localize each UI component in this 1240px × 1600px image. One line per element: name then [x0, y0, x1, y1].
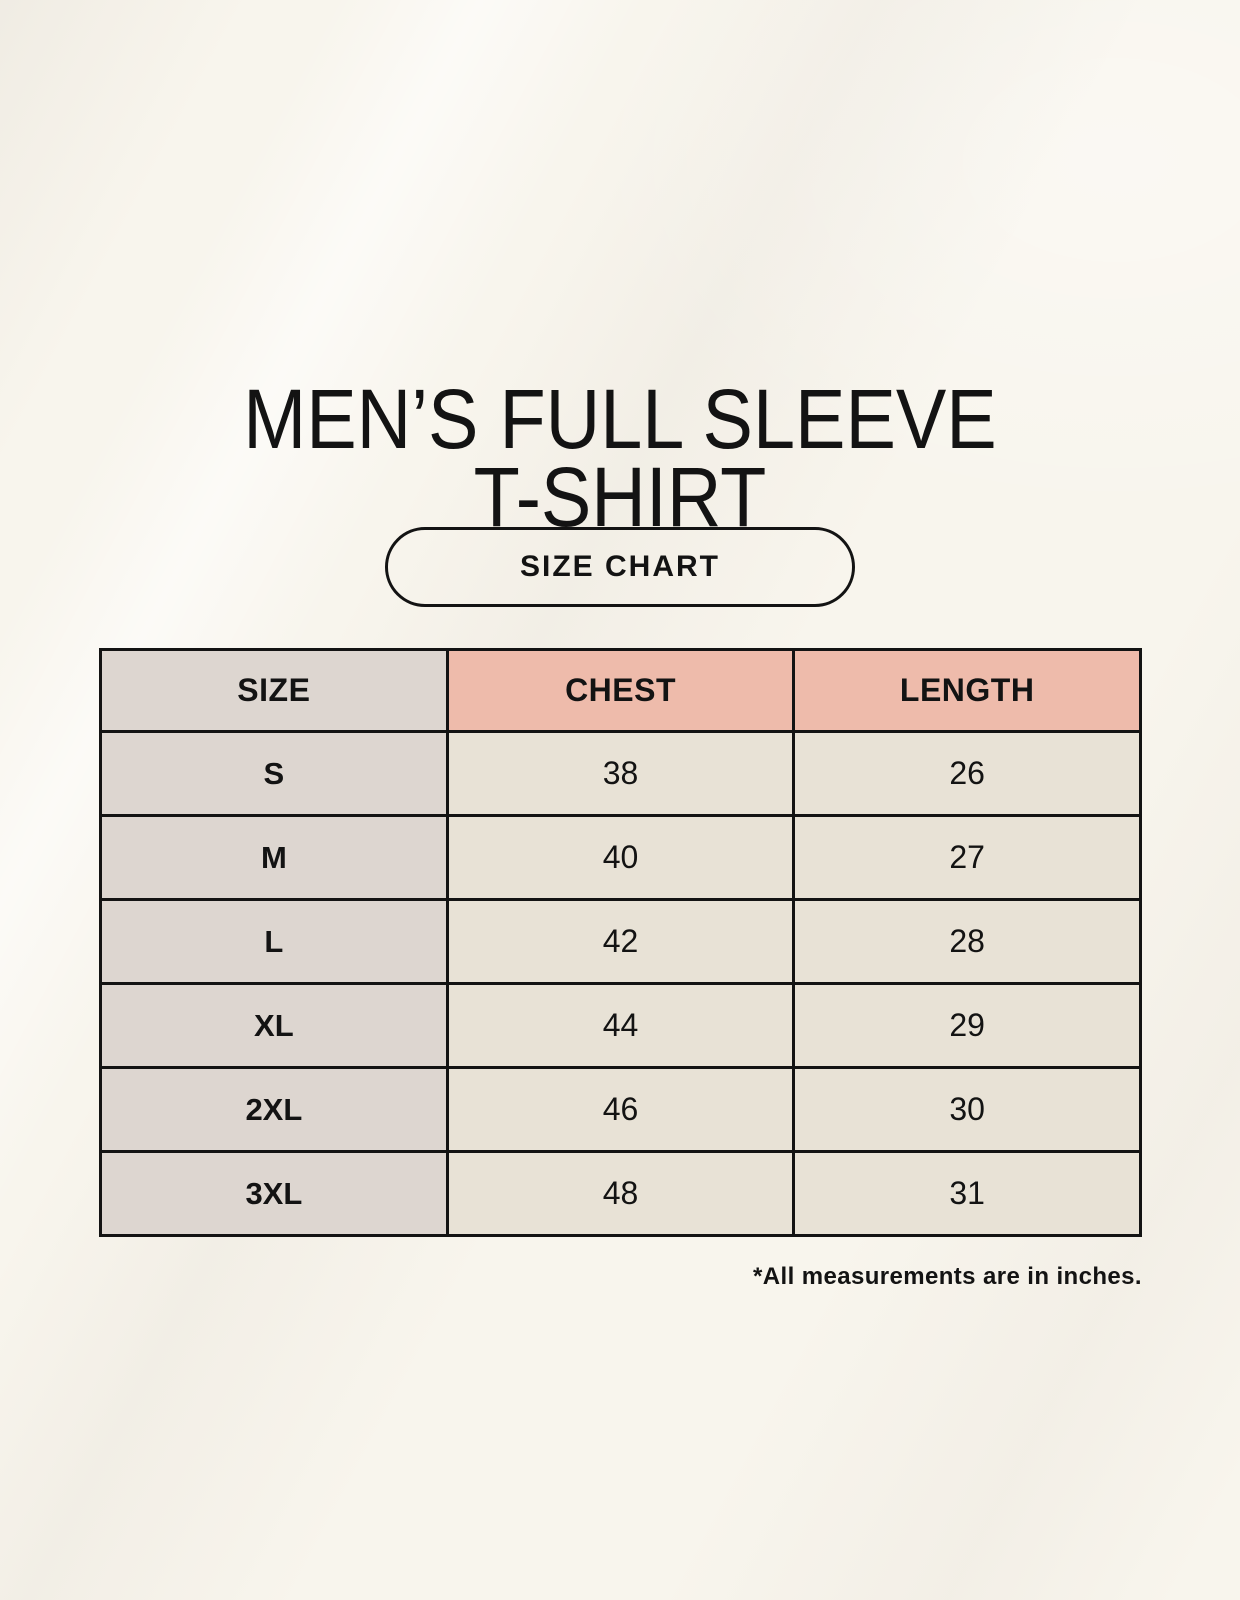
- length-value: 30: [792, 1066, 1142, 1153]
- chest-value: 48: [445, 1150, 796, 1237]
- size-label: XL: [99, 982, 449, 1069]
- column-header-size: SIZE: [99, 648, 449, 733]
- column-header-length: LENGTH: [792, 648, 1142, 733]
- table-row: S 38 26: [99, 730, 1142, 817]
- chest-value: 46: [445, 1066, 796, 1153]
- title-line-2: T-SHIRT: [473, 450, 767, 545]
- size-label: S: [99, 730, 449, 817]
- chest-value: 38: [445, 730, 796, 817]
- size-label: M: [99, 814, 449, 901]
- chest-value: 44: [445, 982, 796, 1069]
- table-row: XL 44 29: [99, 982, 1142, 1069]
- length-value: 27: [792, 814, 1142, 901]
- size-chart-button-label: SIZE CHART: [520, 550, 720, 583]
- size-table: SIZE CHEST LENGTH S 38 26 M 40 27 L 42 2…: [99, 648, 1142, 1237]
- size-label: 3XL: [99, 1150, 449, 1237]
- size-label: L: [99, 898, 449, 985]
- size-label: 2XL: [99, 1066, 449, 1153]
- table-row: M 40 27: [99, 814, 1142, 901]
- table-row: L 42 28: [99, 898, 1142, 985]
- length-value: 26: [792, 730, 1142, 817]
- length-value: 31: [792, 1150, 1142, 1237]
- table-row: 2XL 46 30: [99, 1066, 1142, 1153]
- chest-value: 42: [445, 898, 796, 985]
- measurements-note: *All measurements are in inches.: [753, 1263, 1142, 1290]
- table-row: 3XL 48 31: [99, 1150, 1142, 1237]
- size-chart-button[interactable]: SIZE CHART: [385, 527, 855, 607]
- length-value: 29: [792, 982, 1142, 1069]
- page-title: MEN’S FULL SLEEVE T-SHIRT: [62, 372, 1178, 545]
- title-line-1: MEN’S FULL SLEEVE: [243, 372, 997, 467]
- column-header-chest: CHEST: [445, 648, 796, 733]
- length-value: 28: [792, 898, 1142, 985]
- chest-value: 40: [445, 814, 796, 901]
- table-header-row: SIZE CHEST LENGTH: [99, 648, 1142, 733]
